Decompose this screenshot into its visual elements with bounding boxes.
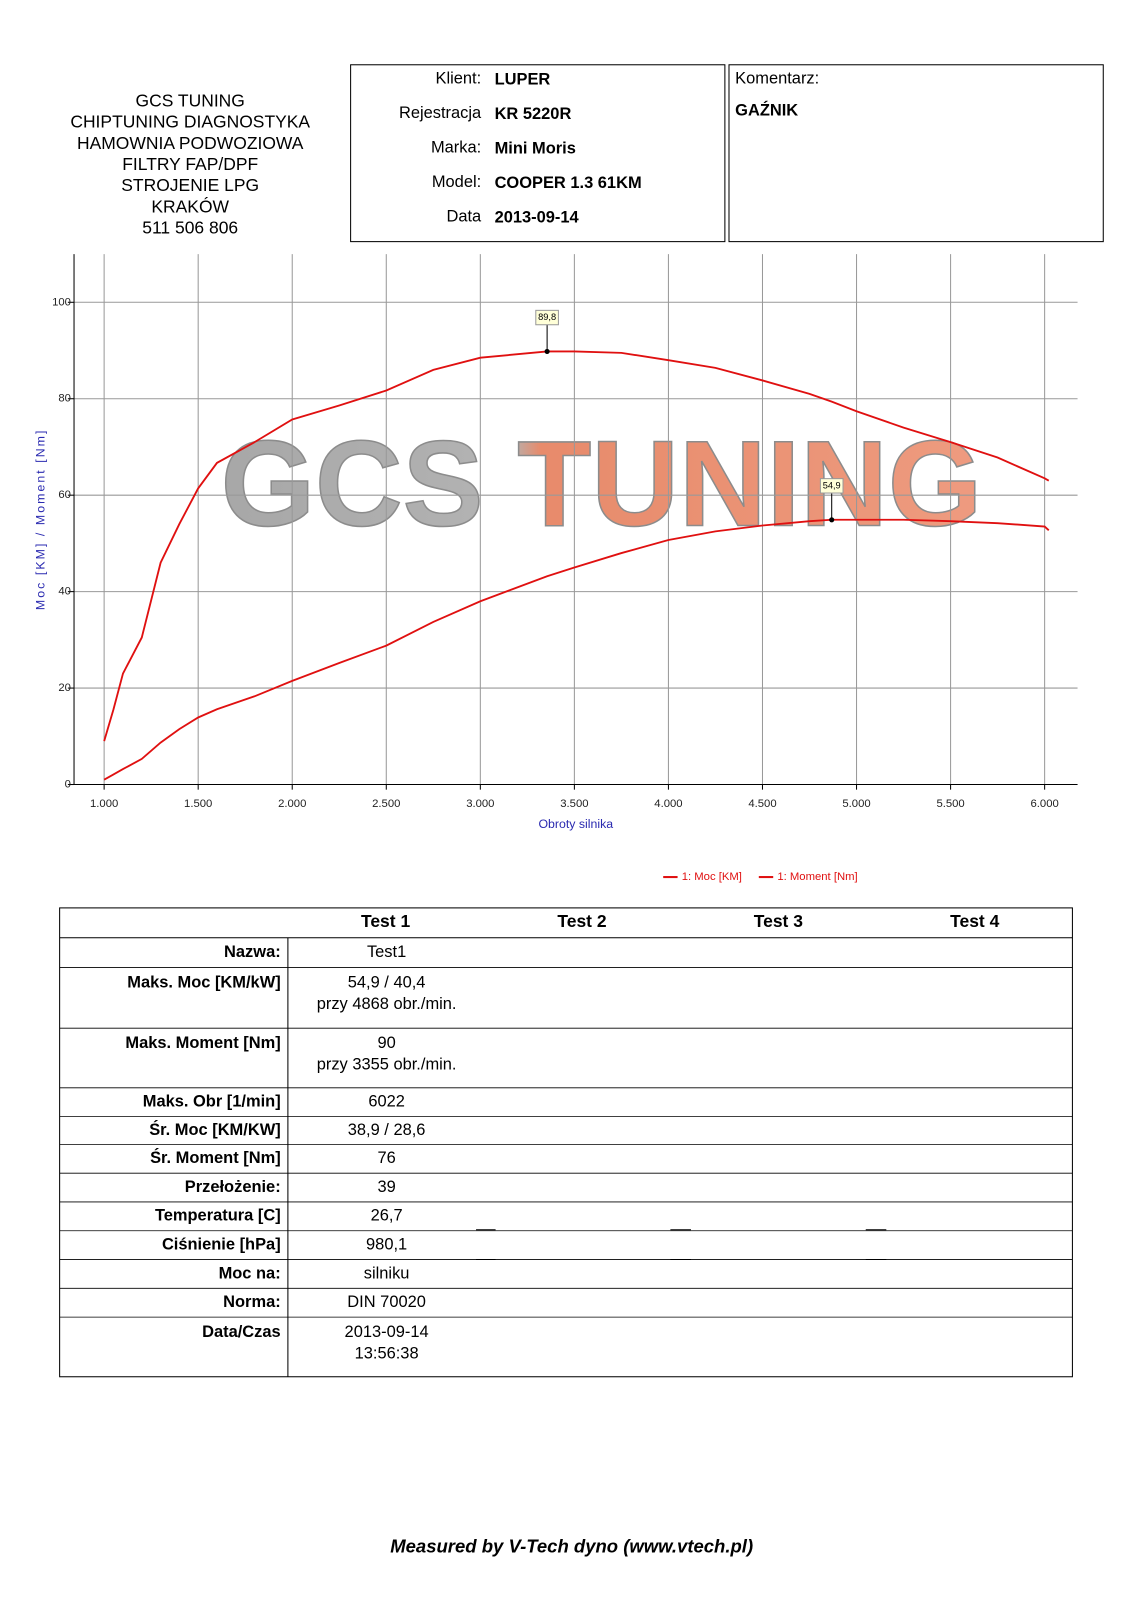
cell-value: 2013-09-14 [345,1323,429,1341]
column-header: Test 1 [361,911,410,931]
x-axis-title: Obroty silnika [538,817,613,831]
column-header: Test 2 [557,911,606,931]
cell-value: 38,9 / 28,6 [348,1121,426,1139]
annotation-label: 54,9 [823,480,841,490]
x-tick-label: 3.000 [466,798,494,810]
y-tick-label: 20 [58,682,71,694]
row-label: Maks. Obr [1/min] [143,1093,281,1111]
row-label: Norma: [223,1293,281,1311]
cell-value: DIN 70020 [347,1293,426,1311]
info-value: KR 5220R [495,105,572,123]
info-label: Data [446,207,482,225]
cell-value: 980,1 [366,1235,407,1253]
cell-value: Test1 [367,943,406,961]
x-tick-label: 1.500 [184,798,212,810]
row-label: Przełożenie: [185,1178,281,1196]
column-header: Test 4 [950,911,999,931]
comment-value: GAŹNIK [735,100,798,119]
company-line: FILTRY FAP/DPF [122,154,258,174]
row-label: Moc na: [219,1264,281,1282]
y-tick-label: 0 [65,779,71,791]
row-label: Śr. Moment [Nm] [150,1148,281,1167]
cell-value: 90 [377,1034,395,1052]
table-box [59,907,1073,1378]
cell-value: 13:56:38 [355,1344,419,1362]
legend-label: 1: Moment [Nm] [777,871,857,883]
cell-value: przy 3355 obr./min. [317,1056,457,1074]
annotation-box [819,478,844,494]
row-label: Ciśnienie [hPa] [162,1235,281,1253]
company-line: STROJENIE LPG [121,175,259,195]
info-label: Marka: [431,138,481,156]
row-label: Maks. Moc [KM/kW] [127,973,280,991]
y-tick-label: 40 [58,586,71,598]
row-label: Data/Czas [202,1323,281,1341]
info-box [350,64,726,243]
row-label: Śr. Moc [KM/KW] [149,1120,281,1139]
info-value: 2013-09-14 [495,208,580,226]
comment-label: Komentarz: [735,70,819,88]
cell-value: przy 4868 obr./min. [317,995,457,1013]
annotation-point [544,348,550,355]
info-label: Model: [432,173,481,191]
legend-label: 1: Moc [KM] [682,871,742,883]
watermark: GCS TUNING [221,416,983,552]
info-value: Mini Moris [495,139,576,157]
y-tick-label: 80 [58,393,71,405]
x-tick-label: 2.500 [372,798,400,810]
footer: Measured by V-Tech dyno (www.vtech.pl) [390,1535,753,1556]
y-axis-title: Moc [KM] / Moment [Nm] [33,429,47,611]
row-label: Maks. Moment [Nm] [125,1034,280,1052]
cell-value: 76 [377,1149,395,1167]
x-tick-label: 1.000 [90,798,118,810]
column-header: Test 3 [754,911,803,931]
x-tick-label: 2.000 [278,798,306,810]
info-label: Rejestracja [399,104,482,122]
cell-value: silniku [364,1264,410,1282]
company-line: 511 506 806 [142,217,238,237]
company-line: HAMOWNIA PODWOZIOWA [77,133,304,153]
info-value: LUPER [495,71,551,89]
cell-value: 6022 [368,1093,405,1111]
x-tick-label: 5.000 [842,798,870,810]
company-line: CHIPTUNING DIAGNOSTYKA [70,112,310,132]
cell-value: 26,7 [371,1207,403,1225]
x-tick-label: 4.000 [654,798,682,810]
comment-box [728,64,1104,243]
cell-value: 39 [377,1178,395,1196]
company-line: KRAKÓW [151,195,229,216]
x-tick-label: 4.500 [748,798,776,810]
series-line [103,350,1050,742]
series-line [103,518,1050,781]
x-tick-label: 6.000 [1030,798,1058,810]
annotation-label: 89,8 [538,312,556,322]
y-tick-label: 100 [52,296,71,308]
row-label: Nazwa: [224,943,281,961]
company-line: GCS TUNING [136,90,245,110]
info-label: Klient: [436,70,482,88]
x-tick-label: 5.500 [936,798,964,810]
info-value: COOPER 1.3 61KM [495,174,642,192]
y-tick-label: 60 [58,489,71,501]
cell-value: 54,9 / 40,4 [348,973,426,991]
x-tick-label: 3.500 [560,798,588,810]
annotation-point [829,517,835,523]
annotation-box [535,309,559,326]
table-dashes [476,1229,887,1261]
row-label: Temperatura [C] [155,1207,281,1225]
